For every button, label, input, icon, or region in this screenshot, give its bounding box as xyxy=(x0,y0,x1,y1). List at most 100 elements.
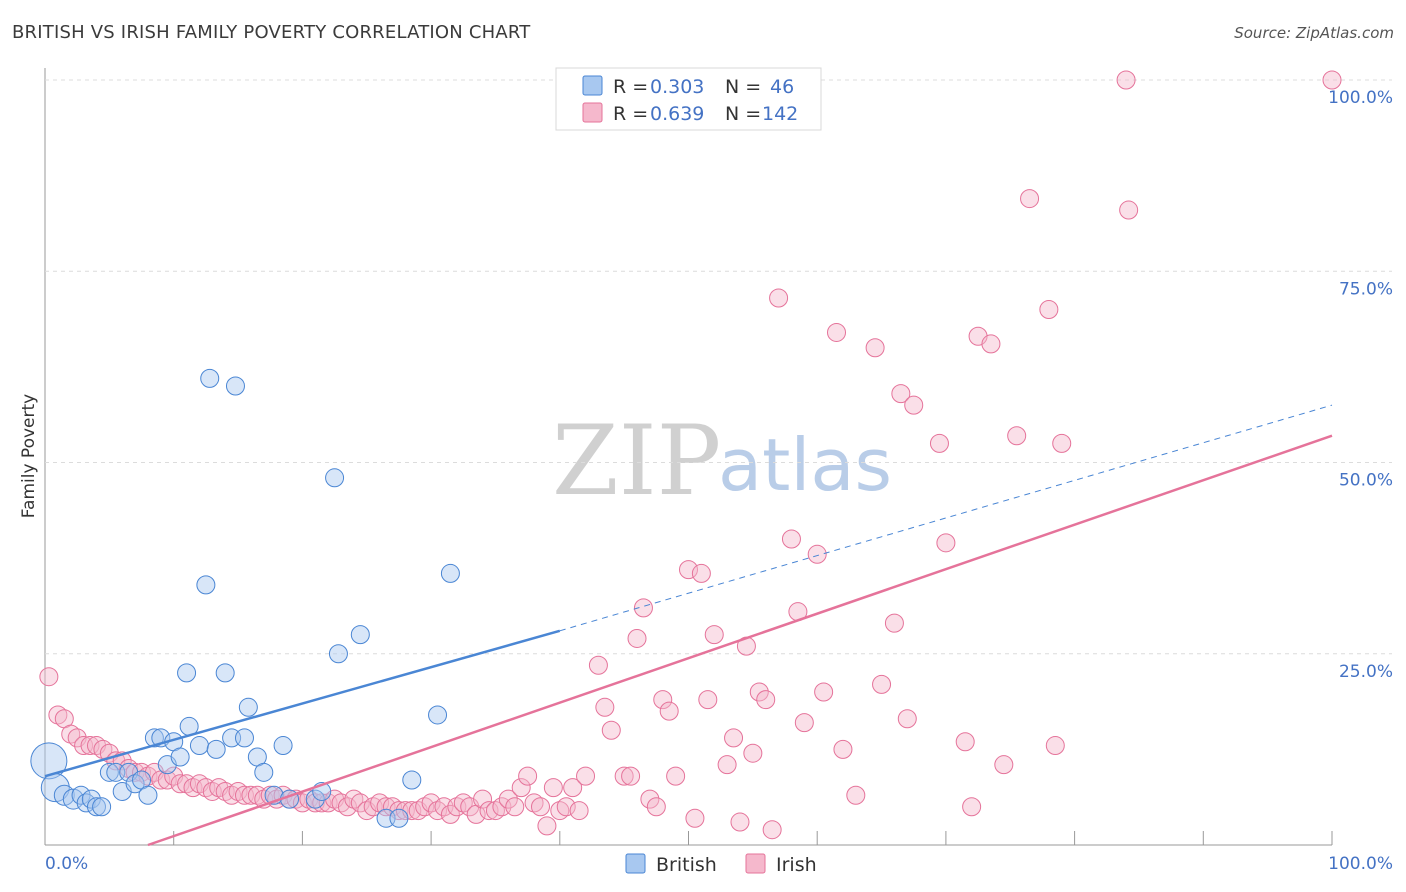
irish-point xyxy=(929,433,949,453)
irish-point xyxy=(74,736,94,756)
legend-british-n-value: 46 xyxy=(770,76,794,98)
irish-point xyxy=(646,797,666,817)
legend-irish-n-label: N = xyxy=(725,103,761,125)
irish-point xyxy=(807,544,827,564)
irish-point xyxy=(80,736,100,756)
irish-point xyxy=(891,384,911,404)
legend-british-swatch xyxy=(582,75,603,96)
irish-point xyxy=(653,690,673,710)
british-point xyxy=(99,762,119,782)
x-axis-ticks xyxy=(173,831,1333,845)
irish-point xyxy=(833,739,853,759)
british-point xyxy=(170,747,190,767)
irish-point xyxy=(698,690,718,710)
british-point xyxy=(189,736,209,756)
x-tick-label-max: 100.0% xyxy=(1328,854,1393,874)
british-point xyxy=(222,728,242,748)
irish-point xyxy=(337,797,357,817)
irish-point xyxy=(743,743,763,763)
british-point xyxy=(177,663,197,683)
irish-point xyxy=(395,801,415,821)
irish-trend-line xyxy=(147,434,1333,847)
irish-point xyxy=(479,801,499,821)
irish-point xyxy=(704,625,724,645)
british-point xyxy=(86,797,106,817)
irish-point xyxy=(659,701,679,721)
y-tick-label: 50.0% xyxy=(1339,471,1393,491)
british-point xyxy=(138,785,158,805)
y-tick-label: 100.0% xyxy=(1328,88,1393,108)
irish-point xyxy=(1007,426,1027,446)
irish-point xyxy=(1045,736,1065,756)
irish-point xyxy=(241,785,261,805)
irish-point xyxy=(749,682,769,702)
irish-point xyxy=(350,793,370,813)
watermark-zip: ZIP xyxy=(552,405,721,517)
irish-point xyxy=(994,755,1014,775)
irish-point xyxy=(588,655,608,675)
legend-irish-r-value: 0.639 xyxy=(650,103,704,125)
british-point xyxy=(350,625,370,645)
irish-point xyxy=(518,766,538,786)
irish-point xyxy=(537,816,557,836)
british-trend-extension xyxy=(559,404,1333,632)
irish-point xyxy=(440,804,460,824)
irish-point xyxy=(563,778,583,798)
irish-point xyxy=(170,774,190,794)
irish-point xyxy=(505,797,525,817)
irish-point xyxy=(717,755,737,775)
british-point xyxy=(376,808,396,828)
irish-point xyxy=(794,713,814,733)
british-point xyxy=(328,644,348,664)
british-point xyxy=(144,728,164,748)
irish-point xyxy=(936,533,956,553)
legend-irish-n-value: 142 xyxy=(762,103,798,125)
y-axis-tick-labels: 25.0% 50.0% 75.0% 100.0% xyxy=(1328,88,1393,682)
top-legend: R = 0.303 N = 46 R = 0.639 N = 142 xyxy=(555,67,822,131)
british-point xyxy=(254,762,274,782)
irish-point xyxy=(640,789,660,809)
y-tick-label: 75.0% xyxy=(1339,279,1393,299)
bottom-legend-british-label: British xyxy=(656,854,717,876)
irish-point xyxy=(666,766,686,786)
british-point xyxy=(305,789,325,809)
irish-point xyxy=(962,797,982,817)
irish-point xyxy=(827,322,847,342)
irish-point xyxy=(1052,433,1072,453)
bottom-legend-irish-swatch xyxy=(745,853,766,874)
irish-point xyxy=(679,560,698,580)
bottom-legend: British Irish xyxy=(625,853,817,876)
british-point xyxy=(402,770,422,790)
irish-point xyxy=(614,766,634,786)
irish-point xyxy=(627,628,647,648)
irish-point xyxy=(756,690,776,710)
irish-point xyxy=(492,797,512,817)
irish-series xyxy=(39,70,1342,840)
grid-lines xyxy=(45,79,1392,655)
british-point xyxy=(225,376,245,396)
irish-point xyxy=(530,797,550,817)
british-point xyxy=(234,728,254,748)
irish-point xyxy=(846,785,866,805)
source-label: Source: ZipAtlas.com xyxy=(1234,24,1394,42)
irish-point xyxy=(691,563,711,583)
irish-point xyxy=(724,728,744,748)
irish-point xyxy=(421,793,441,813)
bottom-legend-british-swatch xyxy=(625,853,646,874)
irish-point xyxy=(569,801,589,821)
irish-point xyxy=(814,682,834,702)
irish-point xyxy=(865,338,885,358)
irish-point xyxy=(234,785,254,805)
british-point xyxy=(106,762,126,782)
irish-point xyxy=(511,778,531,798)
irish-point xyxy=(955,732,975,752)
irish-point xyxy=(769,288,789,308)
irish-point xyxy=(556,797,576,817)
british-point xyxy=(92,797,112,817)
irish-point xyxy=(872,674,892,694)
british-point xyxy=(76,793,96,813)
irish-point xyxy=(376,797,396,817)
british-point xyxy=(389,808,409,828)
irish-point xyxy=(473,789,493,809)
irish-point xyxy=(1119,200,1139,220)
